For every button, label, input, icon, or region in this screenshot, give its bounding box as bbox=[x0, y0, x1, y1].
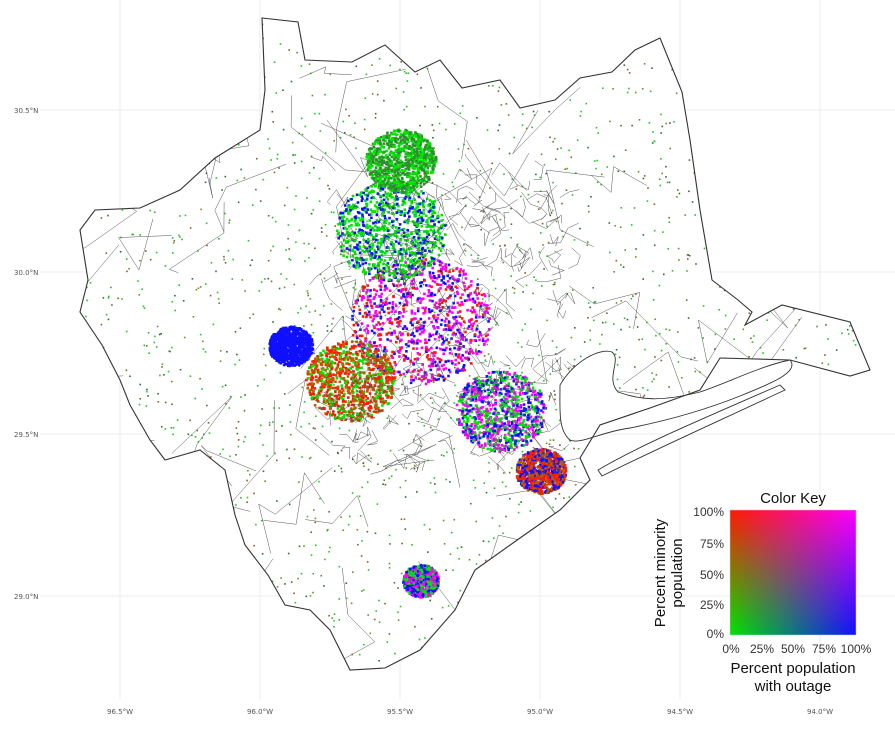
legend-y-tick-25: 25% bbox=[700, 598, 724, 612]
lon-label-95-0: 95.0°W bbox=[527, 708, 553, 716]
legend-x-tick-75: 75% bbox=[812, 642, 836, 656]
legend-x-tick-0: 0% bbox=[722, 642, 740, 656]
legend-x-tick-100: 100% bbox=[841, 642, 872, 656]
legend-y-tick-75: 75% bbox=[700, 537, 724, 551]
color-key-legend: Color Key 100% 75% 50% 25% 0% 0% 25% 50%… bbox=[652, 490, 872, 695]
legend-y-tick-50: 50% bbox=[700, 568, 724, 582]
legend-y-label-line1: Percent minority bbox=[652, 518, 669, 627]
lat-label-29-0: 29.0°N bbox=[14, 593, 38, 601]
legend-y-label-line2: population bbox=[669, 538, 686, 607]
lat-label-30-0: 30.0°N bbox=[14, 269, 38, 277]
legend-x-tick-50: 50% bbox=[781, 642, 805, 656]
lon-label-96-5: 96.5°W bbox=[107, 708, 133, 716]
lon-label-95-5: 95.5°W bbox=[387, 708, 413, 716]
legend-y-tick-100: 100% bbox=[693, 505, 724, 519]
lon-label-96-0: 96.0°W bbox=[247, 708, 273, 716]
lat-label-30-5: 30.5°N bbox=[14, 107, 38, 115]
legend-x-label-line2: with outage bbox=[754, 678, 832, 695]
legend-title: Color Key bbox=[760, 490, 826, 507]
legend-y-tick-0: 0% bbox=[707, 627, 725, 641]
legend-x-tick-25: 25% bbox=[750, 642, 774, 656]
lon-label-94-5: 94.5°W bbox=[667, 708, 693, 716]
gulf-coast-island bbox=[597, 384, 786, 477]
lon-label-94-0: 94.0°W bbox=[807, 708, 833, 716]
color-key-swatch bbox=[730, 510, 856, 635]
legend-x-label-line1: Percent population bbox=[730, 660, 855, 677]
lat-label-29-5: 29.5°N bbox=[14, 431, 38, 439]
